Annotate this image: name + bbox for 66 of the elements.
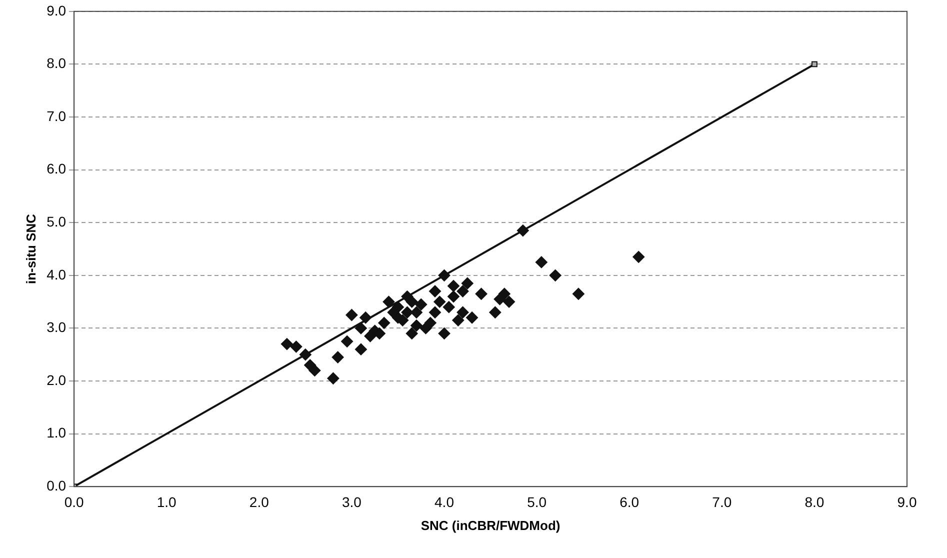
point	[382, 296, 395, 308]
point	[448, 290, 460, 303]
point	[354, 322, 367, 334]
point	[442, 301, 455, 314]
point	[299, 348, 312, 361]
y-tick-label: 4.0	[46, 266, 66, 282]
point	[549, 269, 562, 282]
x-tick-label: 8.0	[804, 494, 824, 510]
point	[516, 224, 529, 237]
y-tick-label: 7.0	[46, 108, 66, 124]
point	[452, 314, 464, 326]
point	[448, 280, 460, 292]
x-tick-label: 6.0	[620, 494, 640, 510]
point	[466, 312, 478, 324]
point	[572, 288, 584, 300]
point	[308, 364, 321, 376]
point	[354, 343, 367, 356]
point	[406, 296, 418, 308]
point	[498, 288, 510, 300]
x-tick-label: 4.0	[434, 494, 454, 510]
point	[410, 320, 422, 332]
point	[456, 306, 469, 318]
y-tick-label: 3.0	[46, 319, 66, 336]
y-tick-label: 1.0	[46, 424, 66, 441]
point	[360, 312, 372, 324]
x-axis-title: SNC (inCBR/FWDMod)	[420, 518, 560, 533]
point	[503, 296, 516, 308]
x-tick-label: 9.0	[897, 494, 917, 510]
x-tick-label: 3.0	[342, 494, 362, 510]
y-tick-label: 8.0	[46, 55, 66, 72]
point	[410, 306, 422, 318]
point	[392, 301, 404, 314]
point	[332, 351, 344, 364]
point	[429, 285, 441, 298]
point	[632, 250, 645, 263]
y-tick-label: 0.0	[46, 477, 66, 494]
point	[378, 316, 390, 329]
point	[327, 372, 340, 384]
point	[429, 306, 441, 318]
x-tick-label: 1.0	[156, 494, 177, 510]
x-tick-label: 7.0	[712, 494, 732, 510]
y-tick-label: 9.0	[46, 2, 66, 18]
point	[811, 61, 818, 68]
point	[434, 296, 446, 308]
point	[406, 327, 418, 340]
point	[280, 338, 293, 350]
y-axis-title: in-situ SNC	[23, 213, 38, 284]
point	[415, 298, 428, 310]
point	[438, 327, 450, 340]
point	[461, 277, 474, 290]
y-tick-label: 5.0	[46, 213, 66, 230]
x-tick-label: 5.0	[527, 494, 547, 510]
point	[290, 340, 302, 353]
point	[346, 309, 358, 321]
point	[438, 269, 450, 282]
y-tick-label: 6.0	[46, 160, 66, 177]
point	[475, 288, 488, 300]
point	[401, 306, 414, 318]
point	[341, 335, 354, 348]
point	[489, 306, 502, 318]
x-tick-label: 2.0	[249, 494, 270, 510]
y-tick-label: 2.0	[46, 372, 66, 388]
point	[535, 256, 548, 268]
point	[456, 285, 469, 298]
point	[424, 316, 436, 329]
x-tick-label: 0.0	[64, 494, 84, 510]
